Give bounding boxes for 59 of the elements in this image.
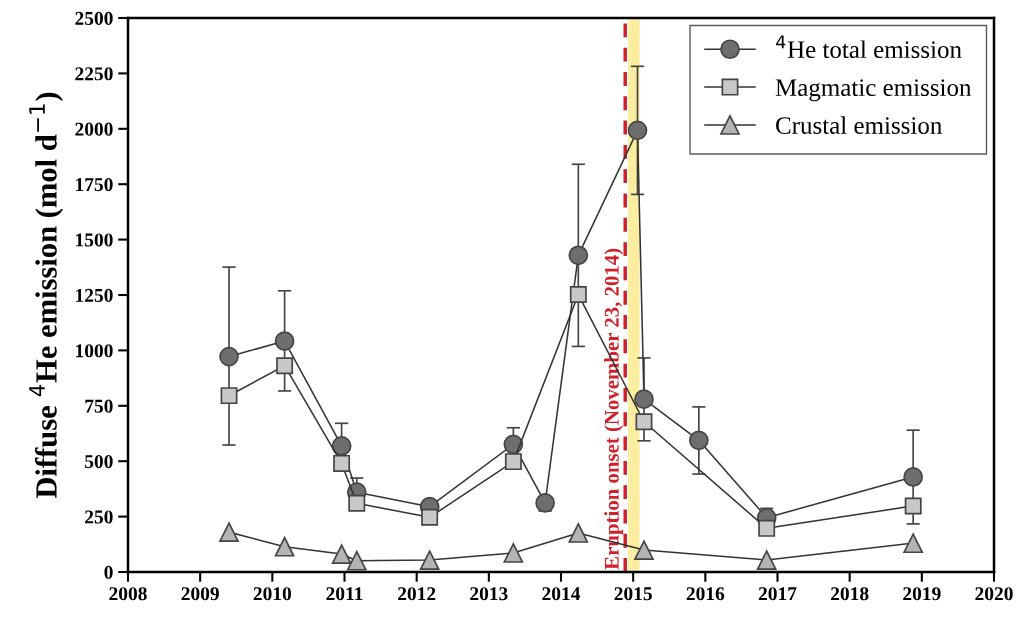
y-tick-label: 1750 [76, 178, 113, 192]
point [503, 434, 524, 455]
y-tick-label: 500 [85, 455, 113, 469]
legend-label: Crustal emission [776, 116, 942, 134]
point [904, 497, 922, 515]
y-tick-label: 1500 [76, 233, 113, 247]
x-tick-label: 2012 [398, 587, 436, 601]
x-tick-label: 2015 [614, 587, 652, 601]
y-tick-label: 1250 [76, 288, 113, 302]
x-tick-label: 2013 [470, 587, 508, 601]
y-tick-label: 2000 [75, 122, 113, 136]
point [634, 389, 654, 410]
point [758, 519, 776, 537]
point [756, 550, 777, 570]
point [220, 387, 238, 405]
point [219, 346, 239, 367]
point [903, 533, 924, 554]
point [568, 523, 589, 543]
point [331, 544, 352, 564]
legend-label: Magmatic emission [775, 79, 972, 102]
point [348, 494, 366, 512]
x-tick-label: 2019 [903, 587, 941, 601]
point [276, 357, 294, 375]
point [569, 286, 587, 304]
x-tick-label: 2016 [686, 587, 725, 601]
point [634, 540, 654, 560]
y-tick-label: 1000 [76, 344, 113, 358]
point [635, 413, 653, 431]
point [419, 550, 440, 570]
point [627, 120, 648, 141]
point [274, 536, 295, 557]
point [333, 454, 351, 472]
point [535, 492, 555, 513]
point [504, 453, 522, 471]
x-tick-label: 2011 [326, 587, 363, 601]
x-tick-label: 2017 [758, 587, 797, 601]
point [421, 508, 439, 526]
y-tick-label: 2250 [75, 67, 113, 81]
x-tick-label: 2020 [975, 587, 1013, 601]
point [568, 245, 589, 266]
point [688, 430, 709, 451]
point [346, 550, 367, 571]
y-tick-label: 750 [85, 399, 113, 413]
y-tick-label: 2500 [75, 11, 113, 25]
point [503, 543, 524, 563]
x-tick-label: 2010 [253, 587, 292, 601]
x-tick-label: 2014 [542, 587, 581, 601]
x-tick-label: 2008 [109, 587, 147, 601]
point [219, 522, 239, 542]
y-tick-label: 0 [104, 565, 113, 579]
point [903, 467, 924, 487]
y-tick-label: 250 [85, 510, 113, 524]
point [274, 331, 295, 351]
legend-label: $^{4}$He total emission [776, 35, 962, 59]
x-tick-label: 2018 [831, 587, 869, 601]
y-axis-title: Diffuse $^{4}$He emission (mol d$^{−1}$) [29, 92, 63, 499]
point [331, 436, 352, 456]
ref-line-label: Eruption onset (November 23, 2014) [604, 248, 624, 570]
x-tick-label: 2009 [181, 587, 219, 601]
